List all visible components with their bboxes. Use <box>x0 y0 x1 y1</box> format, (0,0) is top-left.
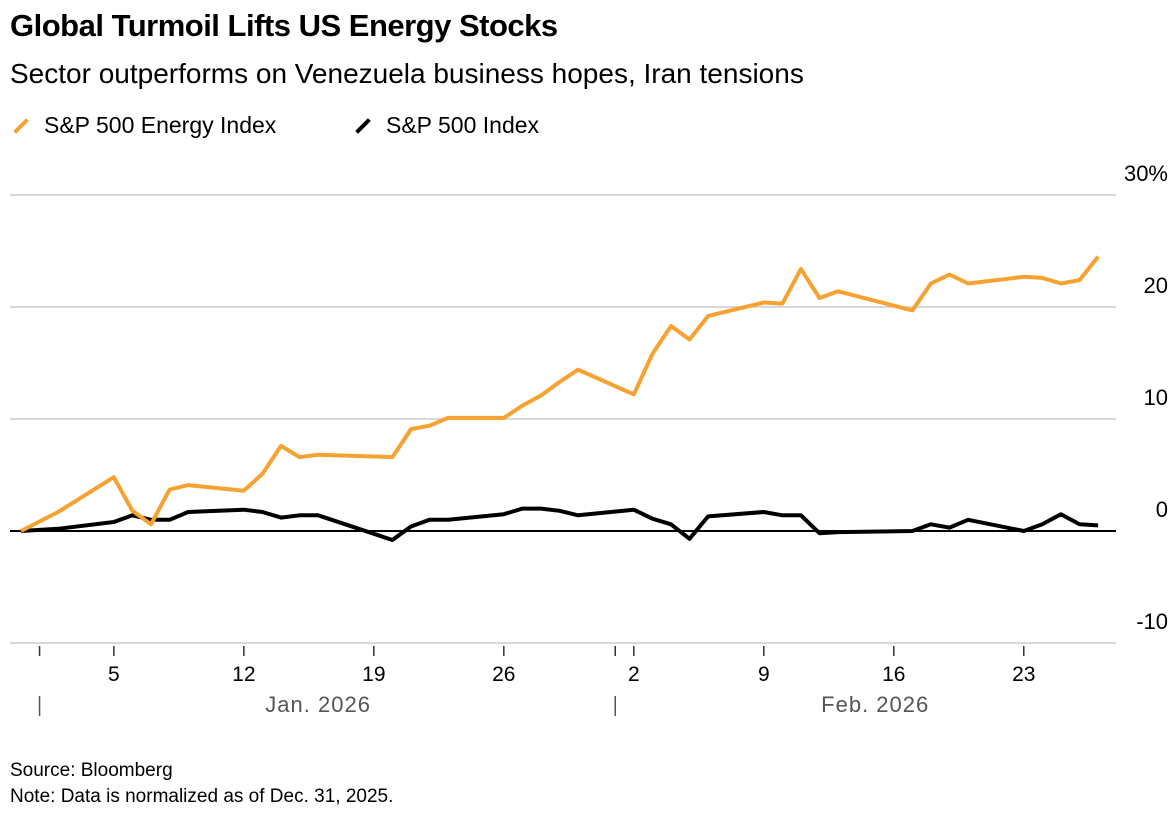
y-tick-label: 0 <box>1156 497 1168 522</box>
y-tick-label: 10 <box>1144 385 1168 410</box>
y-tick-label: 30% <box>1124 161 1168 186</box>
series-line-energy <box>20 255 1100 533</box>
month-label: Jan. 2026 <box>265 692 371 717</box>
source-text: Source: Bloomberg <box>10 760 173 781</box>
chart-title: Global Turmoil Lifts US Energy Stocks <box>10 8 558 43</box>
x-tick-label: 2 <box>628 663 640 686</box>
x-tick-label: 26 <box>492 663 515 686</box>
y-tick-label: -10 <box>1136 609 1168 634</box>
legend-item-sp500: S&P 500 Index <box>354 112 539 139</box>
x-tick-label: 5 <box>108 663 120 686</box>
legend-label-sp500: S&P 500 Index <box>386 112 540 138</box>
line-chart: -10 0 10 20 30% 5 12 19 26 2 9 16 23 Jan. 2026 Feb. 20… <box>10 161 1168 717</box>
x-tick-label: 12 <box>232 663 255 686</box>
x-tick-label: 16 <box>882 663 905 686</box>
x-tick-label: 23 <box>1012 663 1035 686</box>
x-tick-label: 19 <box>362 663 385 686</box>
x-tick-label: 9 <box>758 663 770 686</box>
series-line-sp500 <box>20 506 1099 542</box>
legend-label-energy: S&P 500 Energy Index <box>44 112 277 138</box>
legend-item-energy: S&P 500 Energy Index <box>12 112 276 139</box>
note-text: Note: Data is normalized as of Dec. 31, … <box>10 786 394 807</box>
month-label: Feb. 2026 <box>821 692 929 717</box>
y-tick-label: 20 <box>1144 273 1168 298</box>
chart-subtitle: Sector outperforms on Venezuela business… <box>10 58 804 89</box>
